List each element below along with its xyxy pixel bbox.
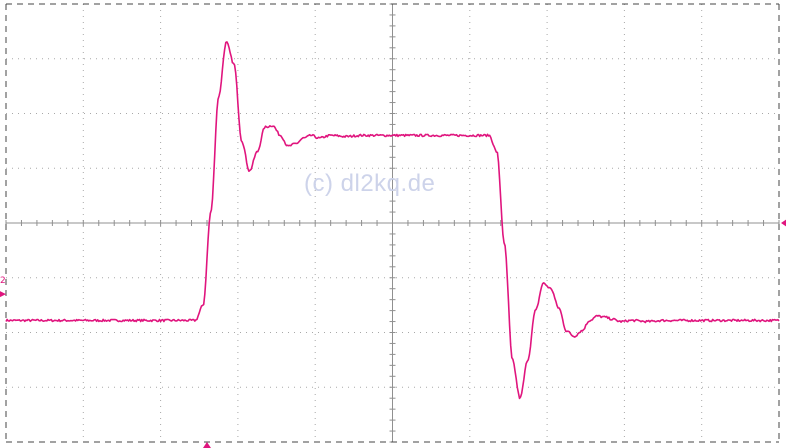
trigger-position-marker-icon xyxy=(202,442,211,448)
channel-marker-label: 2 xyxy=(0,276,6,286)
signal-trace xyxy=(5,41,780,400)
channel-reference-marker-icon xyxy=(0,291,6,298)
trigger-level-marker-icon xyxy=(781,219,786,227)
